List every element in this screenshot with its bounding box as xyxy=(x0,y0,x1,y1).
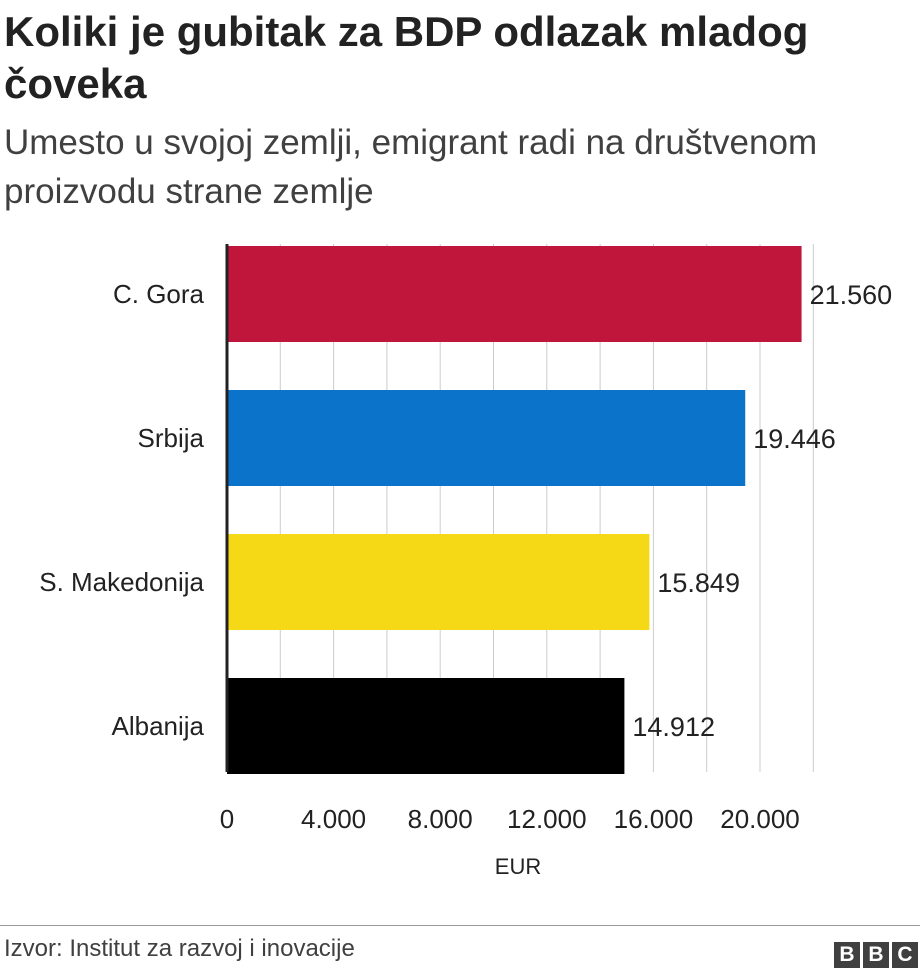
data-label: 19.446 xyxy=(753,424,836,454)
bar xyxy=(227,678,625,774)
x-tick-label: 20.000 xyxy=(720,804,800,834)
category-label: S. Makedonija xyxy=(39,567,204,597)
chart-title: Koliki je gubitak za BDP odlazak mladog … xyxy=(4,8,809,107)
bars xyxy=(227,246,802,774)
x-axis-title: EUR xyxy=(495,854,541,879)
bar xyxy=(227,534,650,630)
x-tick-label: 4.000 xyxy=(301,804,366,834)
data-label: 15.849 xyxy=(657,568,740,598)
chart-subtitle: Umesto u svojoj zemlji, emigrant radi na… xyxy=(4,123,818,211)
category-label: C. Gora xyxy=(113,279,205,309)
bbc-logo-letter: C xyxy=(892,942,918,968)
x-tick-label: 16.000 xyxy=(614,804,694,834)
category-label: Srbija xyxy=(138,423,205,453)
x-tick-label: 8.000 xyxy=(408,804,473,834)
x-tick-label: 0 xyxy=(220,804,234,834)
x-tick-label: 12.000 xyxy=(507,804,587,834)
labels: C. Gora 21.560 Srbija 19.446 S. Makedonija 15… xyxy=(39,279,892,742)
data-label: 14.912 xyxy=(632,712,715,742)
bar xyxy=(227,390,746,486)
axes: 0 4.000 8.000 12.000 16.000 20.000 EUR xyxy=(220,244,800,879)
bbc-logo-letter: B xyxy=(863,942,889,968)
bar xyxy=(227,246,802,342)
bbc-logo: B B C xyxy=(834,942,918,968)
bbc-logo-letter: B xyxy=(834,942,860,968)
bar-chart: 0 4.000 8.000 12.000 16.000 20.000 EUR C. Gora… xyxy=(39,244,892,879)
footer-divider xyxy=(0,925,920,926)
data-label: 21.560 xyxy=(810,280,893,310)
source-note: Izvor: Institut za razvoj i inovacije xyxy=(4,935,355,962)
category-label: Albanija xyxy=(111,711,204,741)
